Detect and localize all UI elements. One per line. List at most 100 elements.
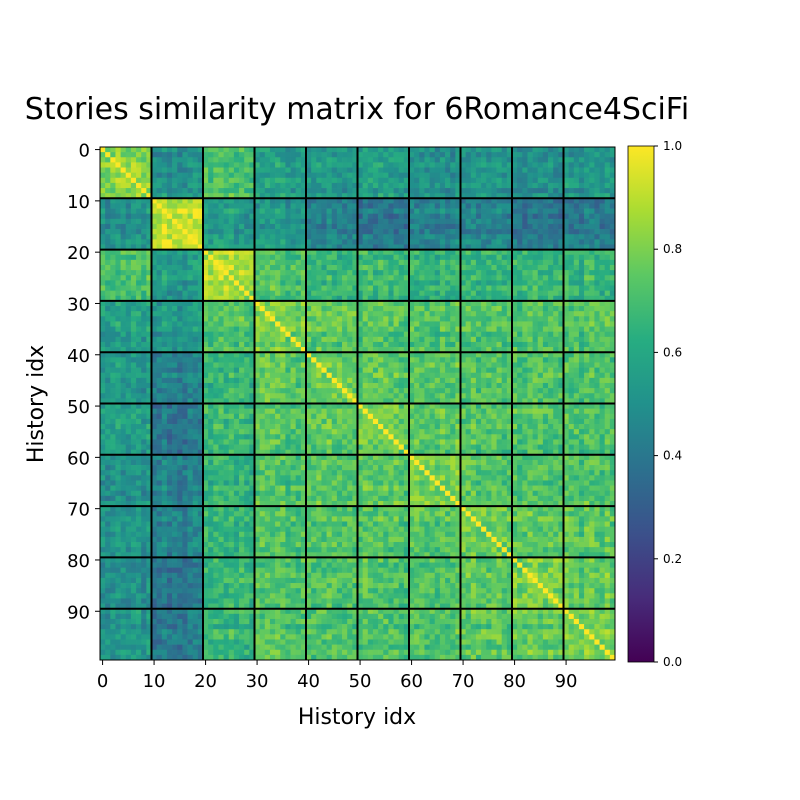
heatmap-cell [352,367,358,374]
heatmap-cell [300,357,307,363]
heatmap-cell [403,208,410,215]
heatmap-cell [342,372,348,379]
heatmap-cell [311,347,317,353]
heatmap-cell [161,147,168,153]
heatmap-cell [506,382,513,389]
heatmap-cell [115,188,121,194]
heatmap-cell [558,285,564,291]
heatmap-cell [223,244,230,250]
heatmap-cell [512,347,518,353]
heatmap-cell [589,382,595,389]
heatmap-cell [223,295,230,302]
heatmap-cell [558,311,564,317]
heatmap-cell [501,167,508,173]
heatmap-cell [460,372,466,379]
heatmap-cell [115,336,121,343]
heatmap-cell [475,264,482,271]
heatmap-cell [213,362,219,368]
heatmap-cell [166,218,173,225]
heatmap-cell [414,311,420,317]
heatmap-cell [496,244,503,250]
heatmap-cell [573,321,580,327]
heatmap-cell [542,382,549,389]
heatmap-cell [455,167,461,173]
heatmap-cell [553,177,559,184]
heatmap-cell [136,203,142,209]
heatmap-cell [197,152,204,158]
heatmap-cell [249,362,255,368]
heatmap-cell [465,362,472,368]
heatmap-cell [295,280,302,286]
heatmap-cell [239,352,245,358]
heatmap-cell [403,290,410,297]
heatmap-cell [409,336,415,343]
heatmap-cell [306,182,312,189]
heatmap-cell [558,254,564,261]
heatmap-cell [542,198,549,204]
heatmap-cell [470,218,477,225]
heatmap-cell [393,341,400,348]
heatmap-cell [326,239,333,245]
heatmap-cell [177,259,183,266]
heatmap-cell [110,388,116,394]
heatmap-cell [501,152,508,158]
heatmap-cell [604,377,611,384]
heatmap-cell [192,311,199,317]
heatmap-cell [532,218,539,225]
heatmap-cell [470,311,477,317]
heatmap-cell [326,285,333,291]
heatmap-cell [475,218,482,225]
heatmap-cell [372,264,379,271]
heatmap-cell [110,223,116,230]
heatmap-cell [177,249,183,256]
heatmap-cell [156,300,163,307]
heatmap-cell [568,223,575,230]
heatmap-cell [187,249,194,256]
heatmap-cell [110,362,116,368]
heatmap-cell [172,316,178,322]
heatmap-cell [512,152,518,158]
heatmap-cell [409,264,415,271]
heatmap-cell [501,259,508,266]
heatmap-cell [362,270,369,276]
heatmap-cell [398,188,405,194]
heatmap-cell [141,229,147,235]
heatmap-cell [125,234,132,240]
heatmap-cell [259,352,266,358]
heatmap-cell [347,177,353,184]
heatmap-cell [573,188,580,194]
heatmap-cell [599,193,606,199]
heatmap-cell [285,316,291,322]
heatmap-cell [161,321,168,327]
heatmap-cell [311,316,317,322]
heatmap-cell [244,188,250,194]
heatmap-cell [172,398,178,404]
heatmap-cell [306,152,312,158]
heatmap-cell [491,264,497,271]
heatmap-cell [409,316,415,322]
heatmap-cell [445,177,451,184]
heatmap-cell [244,259,250,266]
heatmap-cell [594,326,600,333]
heatmap-cell [177,270,183,276]
heatmap-cell [105,223,111,230]
heatmap-cell [445,229,451,235]
heatmap-cell [130,321,137,327]
heatmap-cell [527,152,533,158]
heatmap-cell [357,347,363,353]
heatmap-cell [336,393,343,399]
heatmap-cell [450,234,456,240]
heatmap-cell [146,347,152,353]
heatmap-cell [357,295,363,302]
heatmap-cell [589,270,595,276]
heatmap-cell [161,367,168,374]
heatmap-cell [326,388,333,394]
heatmap-cell [105,198,111,204]
heatmap-cell [125,152,132,158]
heatmap-cell [213,306,219,312]
heatmap-cell [203,239,209,245]
heatmap-cell [584,162,590,168]
heatmap-cell [419,290,425,297]
heatmap-cell [197,367,204,374]
heatmap-cell [460,275,466,281]
